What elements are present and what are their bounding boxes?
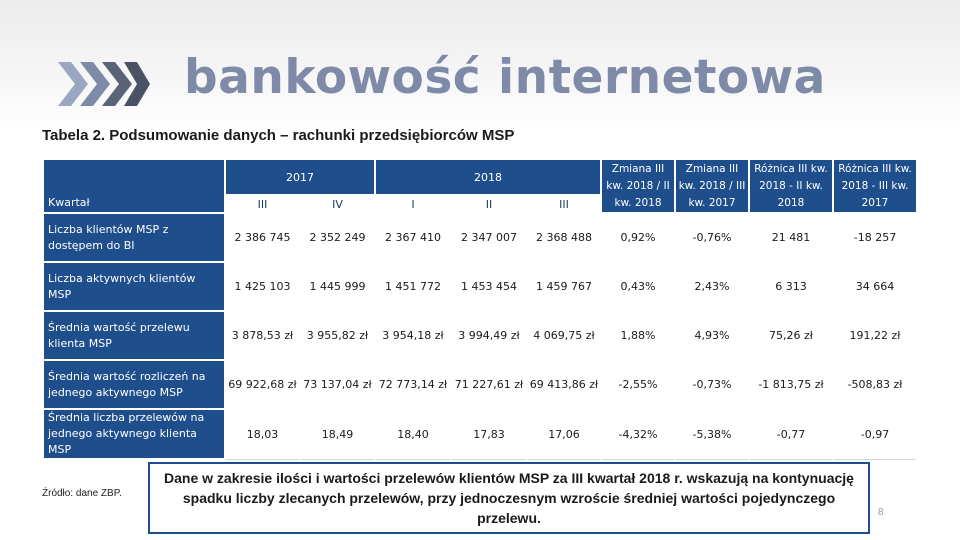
- table-cell: 72 773,14 zł: [374, 359, 452, 410]
- table-cell: -4,32%: [600, 408, 676, 460]
- header-background: [0, 0, 960, 130]
- table-cell: 18,49: [299, 408, 376, 460]
- corner-label: Kwartał: [42, 158, 226, 214]
- table-row: Średnia wartość rozliczeń na jednego akt…: [42, 359, 918, 410]
- table-cell: 3 994,49 zł: [450, 310, 528, 361]
- slide-title: bankowość internetowa: [184, 50, 826, 105]
- table-cell: 3 954,18 zł: [374, 310, 452, 361]
- table-cell: 3 878,53 zł: [224, 310, 301, 361]
- table-cell: 1 453 454: [450, 261, 528, 312]
- table-cell: 6 313: [748, 261, 834, 312]
- table-cell: -0,76%: [674, 212, 750, 263]
- table-row: Liczba aktywnych klientów MSP 1 425 103 1 …: [42, 261, 918, 312]
- table-cell: -0,97: [832, 408, 918, 460]
- quarter-header: II: [450, 194, 528, 214]
- comparison-header: Różnica III kw. 2018 - II kw. 2018: [748, 158, 834, 214]
- table-cell: -0,77: [748, 408, 834, 460]
- triple-chevron-right-icon: [58, 62, 150, 106]
- table-header-row: Kwartał 2017 2018 Zmiana III kw. 2018 / II …: [42, 158, 918, 214]
- table-cell: 71 227,61 zł: [450, 359, 528, 410]
- table-cell: 0,92%: [600, 212, 676, 263]
- table-cell: 69 413,86 zł: [526, 359, 602, 410]
- table-cell: 2 347 007: [450, 212, 528, 263]
- table-cell: 191,22 zł: [832, 310, 918, 361]
- table-cell: 18,03: [224, 408, 301, 460]
- table-cell: 75,26 zł: [748, 310, 834, 361]
- comparison-header: Zmiana III kw. 2018 / II kw. 2018: [600, 158, 676, 214]
- table-cell: 2 386 745: [224, 212, 301, 263]
- table-cell: -508,83 zł: [832, 359, 918, 410]
- summary-callout: Dane w zakresie ilości i wartości przele…: [148, 462, 870, 534]
- table-cell: -1 813,75 zł: [748, 359, 834, 410]
- table-row: Średnia wartość przelewu klienta MSP 3 87…: [42, 310, 918, 361]
- row-label: Liczba aktywnych klientów MSP: [42, 261, 226, 312]
- period-header: 2017: [224, 158, 376, 196]
- table-cell: 1 459 767: [526, 261, 602, 312]
- comparison-header: Różnica III kw. 2018 - III kw. 2017: [832, 158, 918, 214]
- source-note: Źródło: dane ZBP.: [42, 488, 122, 499]
- table-row: Średnia liczba przelewów na jednego akty…: [42, 408, 918, 460]
- table-cell: 18,40: [374, 408, 452, 460]
- row-label: Liczba klientów MSP z dostępem do BI: [42, 212, 226, 263]
- table-cell: 1 425 103: [224, 261, 301, 312]
- quarter-header: I: [374, 194, 452, 214]
- table-cell: 1 445 999: [299, 261, 376, 312]
- table-caption: Tabela 2. Podsumowanie danych – rachunki…: [42, 127, 515, 144]
- table-cell: 3 955,82 zł: [299, 310, 376, 361]
- table-cell: -0,73%: [674, 359, 750, 410]
- quarter-header: III: [224, 194, 301, 214]
- table-cell: 2,43%: [674, 261, 750, 312]
- table-cell: 0,43%: [600, 261, 676, 312]
- table-cell: -2,55%: [600, 359, 676, 410]
- table-cell: 1 451 772: [374, 261, 452, 312]
- page-number: 8: [878, 507, 884, 518]
- table-cell: 4 069,75 zł: [526, 310, 602, 361]
- row-label: Średnia wartość przelewu klienta MSP: [42, 310, 226, 361]
- table-cell: 4,93%: [674, 310, 750, 361]
- table-cell: -5,38%: [674, 408, 750, 460]
- table-cell: 17,06: [526, 408, 602, 460]
- table-row: Liczba klientów MSP z dostępem do BI 2 38…: [42, 212, 918, 263]
- row-label: Średnia liczba przelewów na jednego akty…: [42, 408, 226, 460]
- period-header: 2018: [374, 158, 602, 196]
- msp-summary-table: Kwartał 2017 2018 Zmiana III kw. 2018 / II …: [42, 158, 918, 460]
- table-cell: 2 368 488: [526, 212, 602, 263]
- table-cell: 69 922,68 zł: [224, 359, 301, 410]
- row-label: Średnia wartość rozliczeń na jednego akt…: [42, 359, 226, 410]
- table-cell: 34 664: [832, 261, 918, 312]
- table-cell: 1,88%: [600, 310, 676, 361]
- table-cell: 17,83: [450, 408, 528, 460]
- table-cell: 21 481: [748, 212, 834, 263]
- table-cell: 2 352 249: [299, 212, 376, 263]
- table-cell: 73 137,04 zł: [299, 359, 376, 410]
- quarter-header: IV: [299, 194, 376, 214]
- comparison-header: Zmiana III kw. 2018 / III kw. 2017: [674, 158, 750, 214]
- quarter-header: III: [526, 194, 602, 214]
- table-cell: -18 257: [832, 212, 918, 263]
- table-quarter-row: III IV I II III: [43, 194, 917, 214]
- table-cell: 2 367 410: [374, 212, 452, 263]
